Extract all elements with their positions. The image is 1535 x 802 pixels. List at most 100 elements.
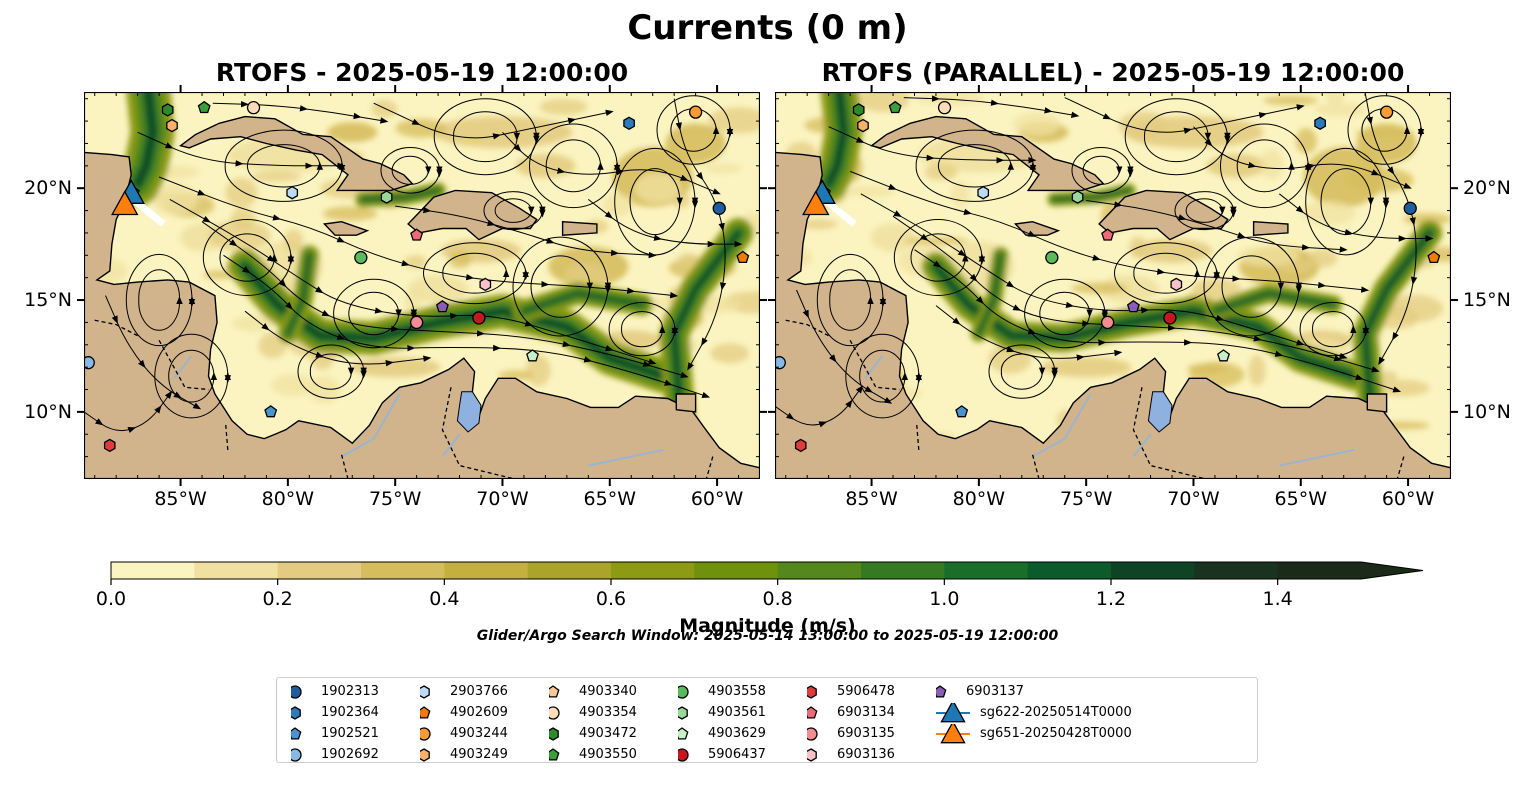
legend-label: 6903135 [837, 726, 895, 741]
marker-5906437-right [1163, 311, 1177, 325]
marker-6903136-left [479, 277, 492, 292]
colorbar-segment [361, 562, 445, 579]
colorbar-segment [1027, 562, 1112, 579]
legend-marker-icon [549, 748, 560, 761]
legend-marker-icon [936, 685, 947, 698]
lake-maracaibo [1147, 391, 1173, 433]
legend-label: 4903472 [579, 726, 637, 741]
marker-1902364-right [1314, 116, 1326, 131]
colorbar-outline [110, 561, 1424, 580]
legend-label: 6903137 [966, 684, 1024, 699]
figure-title: Currents (0 m) [627, 8, 908, 48]
legend-marker-icon [936, 703, 970, 723]
land-0 [775, 92, 1451, 479]
marker-4903550-left [197, 100, 211, 114]
map-frame [775, 92, 1451, 479]
colorbar-segment [1277, 562, 1362, 579]
marker-4903558-right [1045, 250, 1059, 265]
legend-label: 6903134 [837, 705, 895, 720]
x-tick-label-right: 60°W [1381, 488, 1435, 510]
y-tick-label-left: 20°N [24, 177, 72, 200]
marker-4903550-right [888, 100, 902, 114]
legend-label: 4903629 [708, 726, 766, 741]
marker-sg651-20250428T0000-left [111, 190, 139, 216]
y-tick-label-right: 15°N [1463, 289, 1511, 312]
legend-marker-icon [420, 748, 430, 762]
colorbar-segment [861, 562, 945, 579]
colorbar-segment [111, 562, 195, 579]
legend-marker-icon [807, 706, 818, 719]
colorbar-segment [777, 562, 862, 579]
marker-4903249-left [166, 118, 178, 133]
legend-label: 4902609 [450, 705, 508, 720]
x-tick-label-left: 70°W [476, 488, 529, 510]
marker-5906478-right [794, 438, 807, 453]
legend-label: 4903354 [579, 705, 637, 720]
colorbar-extend-arrow [1361, 562, 1423, 579]
marker-4903472-left [161, 103, 174, 117]
legend-label: sg651-20250428T0000 [980, 726, 1132, 741]
x-tick-label-left: 65°W [583, 488, 636, 510]
marker-4903249-right [857, 118, 869, 133]
legend-label: 4903340 [579, 684, 637, 699]
marker-6903135-left [409, 315, 424, 330]
major-ticks [77, 85, 1458, 486]
colorbar-segment [1194, 562, 1279, 579]
marker-1902692-right [775, 356, 786, 370]
marker-1902364-left [623, 116, 635, 131]
legend-marker-icon [549, 706, 560, 720]
colorbar-label: Magnitude (m/s) [679, 615, 856, 637]
marker-4902609-right [1427, 250, 1441, 264]
marker-2903766-left [286, 185, 299, 200]
legend-label: 1902521 [321, 726, 379, 741]
panel-title-rtofs-parallel: RTOFS (PARALLEL) - 2025-05-19 12:00:00 [821, 58, 1405, 87]
marker-1902521-left [264, 405, 278, 418]
x-tick-label-right: 75°W [1059, 488, 1113, 510]
legend-label: sg622-20250514T0000 [980, 705, 1132, 720]
marker-4903244-left [688, 105, 703, 119]
x-tick-label-right: 65°W [1274, 488, 1327, 510]
x-tick-label-right: 80°W [952, 488, 1006, 510]
colorbar-tick-label: 0.6 [595, 588, 627, 610]
marker-2903766-right [977, 185, 990, 200]
marker-5906437-left [472, 311, 486, 325]
colorbar-segment [277, 562, 362, 579]
colorbar-tick-label: 1.0 [929, 588, 960, 610]
colorbar-tick-label: 1.2 [1095, 588, 1127, 610]
colorbar-tick-label: 0.2 [262, 588, 293, 610]
legend-marker-icon [678, 727, 689, 740]
legend-label: 1902692 [321, 747, 379, 762]
x-tick-label-left: 60°W [690, 488, 744, 510]
marker-sg651-20250428T0000-right [802, 190, 830, 216]
legend-label: 4903244 [450, 726, 508, 741]
marker-1902521-right [955, 405, 969, 418]
legend-label: 5906478 [837, 684, 895, 699]
legend-marker-icon [291, 685, 302, 699]
marker-6903135-right [1100, 315, 1115, 330]
marker-4903354-right [937, 101, 952, 115]
legend: 1902313 1902364 1902521 1902692 2903766 49026… [276, 677, 1258, 763]
marker-5906478-left [103, 438, 116, 453]
legend-marker-icon [807, 685, 817, 699]
legend-marker-icon [291, 748, 302, 762]
colorbar-segment [444, 562, 529, 579]
land-5 [1366, 393, 1388, 413]
colorbar-tick-label: 0.8 [762, 588, 793, 610]
colorbar-tick-label: 1.4 [1262, 588, 1293, 610]
legend-label: 5906437 [708, 747, 766, 762]
map-frame [84, 92, 760, 479]
marker-4903244-right [1379, 105, 1394, 119]
legend-marker-icon [936, 724, 970, 744]
legend-marker-icon [420, 706, 431, 719]
colorbar-segment [527, 562, 612, 579]
marker-4903629-left [526, 349, 539, 362]
marker-6903134-left [410, 228, 424, 241]
legend-label: 2903766 [450, 684, 508, 699]
y-tick-label-right: 20°N [1463, 177, 1511, 200]
colorbar-segment [1111, 562, 1195, 579]
marker-6903137-left [435, 299, 449, 313]
marker-1902692-left [84, 356, 95, 370]
marker-4903558-left [354, 250, 368, 265]
legend-label: 1902364 [321, 705, 379, 720]
marker-4903354-left [246, 101, 261, 115]
